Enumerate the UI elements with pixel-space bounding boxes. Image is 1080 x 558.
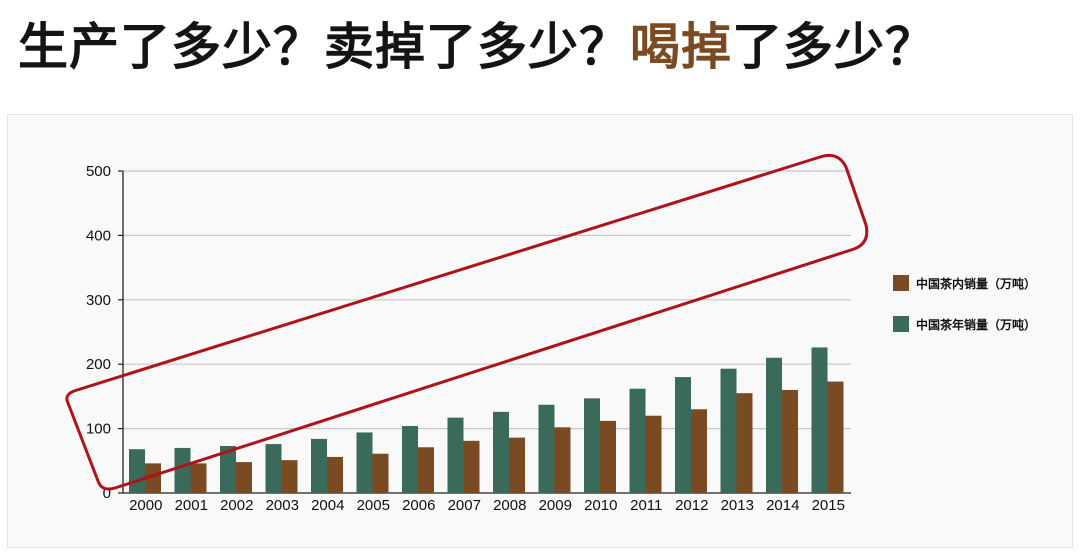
production-bar xyxy=(675,377,691,493)
headline-part-sold: 卖掉了多少？ xyxy=(324,18,630,76)
domestic-sales-bar xyxy=(372,453,389,493)
x-tick-label: 2006 xyxy=(402,497,435,514)
x-tick-label: 2013 xyxy=(721,497,754,514)
domestic-sales-bar xyxy=(782,389,798,493)
legend-label: 中国茶内销量（万吨） xyxy=(916,276,1036,291)
domestic-sales-bar xyxy=(600,420,616,493)
domestic-sales-bar xyxy=(827,381,844,493)
x-tick-label: 2003 xyxy=(266,497,299,514)
highlight-outline xyxy=(65,153,869,491)
y-tick-label: 400 xyxy=(86,227,111,244)
headline-part-drunk: 喝掉 xyxy=(630,18,732,76)
domestic-sales-bar xyxy=(645,415,662,493)
domestic-sales-bar xyxy=(463,440,480,493)
y-tick-label: 200 xyxy=(86,356,111,373)
y-tick-label: 500 xyxy=(86,163,111,180)
x-tick-label: 2000 xyxy=(129,497,162,514)
production-bar xyxy=(174,447,191,493)
y-tick-label: 300 xyxy=(86,292,111,309)
domestic-sales-bar xyxy=(145,463,161,493)
domestic-sales-bar xyxy=(236,462,252,493)
domestic-sales-bar xyxy=(418,447,434,493)
domestic-sales-bar xyxy=(554,427,571,493)
x-tick-label: 2010 xyxy=(584,497,617,514)
x-tick-label: 2007 xyxy=(448,497,481,514)
production-bar xyxy=(265,444,282,493)
legend-label: 中国茶年销量（万吨） xyxy=(916,317,1036,332)
x-tick-label: 2014 xyxy=(766,497,799,514)
x-tick-label: 2015 xyxy=(812,497,845,514)
production-bar xyxy=(220,445,236,493)
x-tick-label: 2001 xyxy=(175,497,208,514)
domestic-sales-bar xyxy=(736,393,753,493)
x-tick-label: 2011 xyxy=(630,497,662,514)
x-tick-label: 2012 xyxy=(675,497,708,514)
production-bar xyxy=(584,398,600,493)
x-tick-label: 2002 xyxy=(220,497,253,514)
domestic-sales-bar xyxy=(190,463,207,493)
x-tick-label: 2008 xyxy=(493,497,526,514)
production-bar xyxy=(811,347,828,493)
chart-panel: 0 100 200 300 400 500 2000 2001 2002 2003 2004 2005… xyxy=(7,114,1073,548)
domestic-sales-bar xyxy=(327,456,343,493)
production-bar xyxy=(447,417,464,493)
domestic-sales-bar xyxy=(509,437,525,493)
legend-swatch xyxy=(893,275,909,291)
y-tick-label: 0 xyxy=(103,485,111,502)
headline: 生产了多少？卖掉了多少？喝掉了多少？ xyxy=(18,14,936,80)
x-tick-label: 2004 xyxy=(311,497,344,514)
production-bar xyxy=(356,432,373,493)
production-bar xyxy=(720,368,737,493)
y-tick-label: 100 xyxy=(86,421,111,438)
production-bar xyxy=(493,411,509,493)
headline-part-produced: 生产了多少？ xyxy=(18,18,324,76)
x-tick-label: 2009 xyxy=(539,497,572,514)
production-bar xyxy=(311,438,327,493)
production-bar xyxy=(129,449,145,493)
production-bar xyxy=(538,404,555,493)
domestic-sales-bar xyxy=(281,460,298,493)
production-bar xyxy=(629,388,646,493)
production-bar xyxy=(402,426,418,493)
domestic-sales-bar xyxy=(691,409,707,493)
headline-part-end: 了多少？ xyxy=(732,18,936,76)
bar-chart: 0 100 200 300 400 500 2000 2001 2002 2003 2004 2005… xyxy=(65,153,1036,514)
x-tick-label: 2005 xyxy=(357,497,390,514)
production-bar xyxy=(766,357,782,493)
legend-swatch xyxy=(893,316,909,332)
